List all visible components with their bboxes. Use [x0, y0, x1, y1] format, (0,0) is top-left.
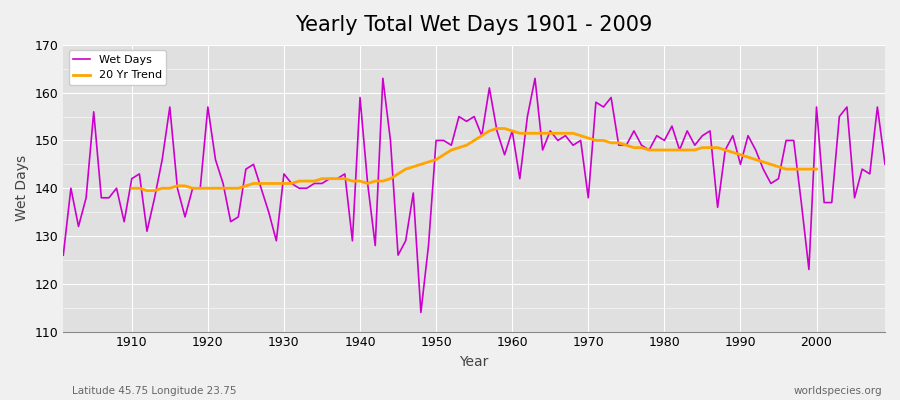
Text: worldspecies.org: worldspecies.org: [794, 386, 882, 396]
Text: Latitude 45.75 Longitude 23.75: Latitude 45.75 Longitude 23.75: [72, 386, 237, 396]
Wet Days: [613, 143, 624, 148]
Title: Yearly Total Wet Days 1901 - 2009: Yearly Total Wet Days 1901 - 2009: [295, 15, 652, 35]
20 Yr Trend: [126, 186, 137, 191]
20 Yr Trend: [537, 131, 548, 136]
X-axis label: Year: Year: [460, 355, 489, 369]
Line: 20 Yr Trend: 20 Yr Trend: [131, 128, 816, 191]
Wet Days: [879, 162, 890, 167]
20 Yr Trend: [293, 179, 304, 184]
Wet Days: [377, 76, 388, 81]
20 Yr Trend: [720, 148, 731, 152]
Line: Wet Days: Wet Days: [63, 78, 885, 312]
Wet Days: [58, 253, 68, 258]
Wet Days: [119, 219, 130, 224]
20 Yr Trend: [811, 167, 822, 172]
Y-axis label: Wet Days: Wet Days: [15, 155, 29, 221]
Wet Days: [522, 114, 533, 119]
Legend: Wet Days, 20 Yr Trend: Wet Days, 20 Yr Trend: [68, 50, 166, 85]
20 Yr Trend: [309, 179, 320, 184]
Wet Days: [332, 176, 343, 181]
20 Yr Trend: [141, 188, 152, 193]
20 Yr Trend: [804, 167, 814, 172]
20 Yr Trend: [491, 126, 502, 131]
20 Yr Trend: [218, 186, 229, 191]
Wet Days: [416, 310, 427, 315]
Wet Days: [286, 181, 297, 186]
Wet Days: [515, 176, 526, 181]
